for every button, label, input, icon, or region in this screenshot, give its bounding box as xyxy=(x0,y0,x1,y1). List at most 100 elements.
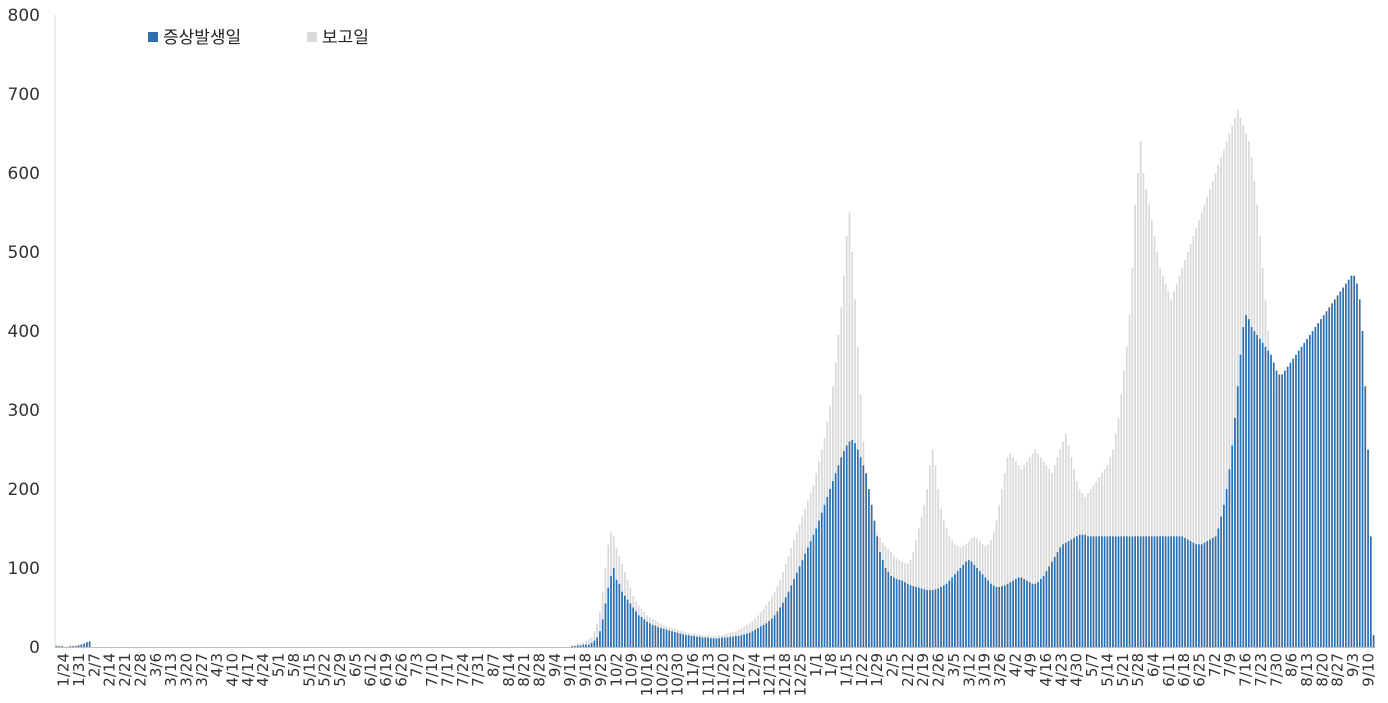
bar-symptom-onset xyxy=(671,631,673,647)
bar-symptom-onset xyxy=(870,504,873,647)
bar-symptom-onset xyxy=(1170,536,1173,647)
x-tick-label: 7/9 xyxy=(1221,653,1239,677)
x-tick-label: 11/20 xyxy=(715,653,733,696)
bar-symptom-onset xyxy=(854,443,856,647)
symptom-onset-series xyxy=(55,275,1375,647)
bar-symptom-onset xyxy=(1358,299,1361,647)
bar-symptom-onset xyxy=(1106,536,1109,647)
bar-symptom-onset xyxy=(890,575,892,647)
x-tick-label: 9/18 xyxy=(577,653,595,687)
bar-symptom-onset xyxy=(732,636,734,647)
x-tick-label: 2/28 xyxy=(131,653,149,687)
bar-symptom-onset xyxy=(1308,334,1311,647)
bar-report-date xyxy=(942,520,945,647)
x-tick-label: 5/8 xyxy=(285,653,303,677)
bar-symptom-onset xyxy=(876,536,879,647)
bar-symptom-onset xyxy=(1084,534,1087,647)
x-tick-label: 6/19 xyxy=(377,653,395,687)
bar-report-date xyxy=(1120,394,1123,647)
bar-symptom-onset xyxy=(976,568,978,647)
x-tick-label: 2/14 xyxy=(101,653,119,687)
bar-report-date xyxy=(1214,173,1217,647)
bar-report-date xyxy=(590,637,593,647)
bar-symptom-onset xyxy=(818,520,820,647)
bar-symptom-onset xyxy=(621,591,623,647)
bar-symptom-onset xyxy=(1322,315,1325,647)
bar-report-date xyxy=(1159,267,1161,647)
bar-symptom-onset xyxy=(651,624,654,647)
x-tick-label: 11/13 xyxy=(699,653,717,696)
bar-report-date xyxy=(1236,109,1239,648)
bar-symptom-onset xyxy=(931,590,934,647)
x-tick-label: 10/16 xyxy=(638,653,656,696)
bar-report-date xyxy=(1156,252,1159,647)
bar-symptom-onset xyxy=(1098,536,1100,647)
bar-report-date xyxy=(1020,469,1023,647)
y-tick-label: 200 xyxy=(8,480,40,500)
bar-report-date xyxy=(1220,157,1222,647)
x-tick-label: 9/25 xyxy=(592,653,610,687)
x-tick-label: 2/7 xyxy=(85,653,103,677)
bar-symptom-onset xyxy=(657,627,660,647)
x-tick-label: 3/19 xyxy=(976,653,994,687)
bar-symptom-onset xyxy=(1345,283,1347,647)
bar-symptom-onset xyxy=(679,633,682,647)
x-tick-label: 6/5 xyxy=(346,653,364,677)
bar-symptom-onset xyxy=(804,553,806,647)
legend-label-report-date: 보고일 xyxy=(322,28,369,48)
bar-report-date xyxy=(1234,117,1236,647)
bar-symptom-onset xyxy=(685,635,687,647)
x-tick-label: 3/20 xyxy=(177,653,195,687)
bar-symptom-onset xyxy=(83,643,85,647)
x-tick-label: 7/2 xyxy=(1206,653,1224,677)
x-tick-label: 2/19 xyxy=(914,653,932,687)
bar-report-date xyxy=(1167,291,1170,647)
bar-symptom-onset xyxy=(1209,539,1211,647)
bar-report-date xyxy=(934,465,937,647)
bar-symptom-onset xyxy=(612,568,615,647)
bar-symptom-onset xyxy=(984,577,987,647)
x-tick-label: 4/2 xyxy=(1006,653,1024,677)
x-tick-label: 10/9 xyxy=(623,653,641,687)
bar-report-date xyxy=(69,645,72,647)
bar-report-date xyxy=(1223,149,1225,648)
x-tick-label: 7/17 xyxy=(438,653,456,687)
bar-symptom-onset xyxy=(1306,338,1308,647)
bar-symptom-onset xyxy=(926,590,928,647)
bar-symptom-onset xyxy=(1372,635,1375,647)
bar-symptom-onset xyxy=(1042,575,1045,647)
bar-symptom-onset xyxy=(754,629,757,647)
bar-symptom-onset xyxy=(1331,303,1333,647)
y-tick-label: 0 xyxy=(29,638,40,658)
bar-symptom-onset xyxy=(1272,362,1275,647)
bar-symptom-onset xyxy=(912,586,915,647)
bar-symptom-onset xyxy=(1275,370,1278,647)
bar-symptom-onset xyxy=(1045,571,1048,647)
bar-symptom-onset xyxy=(1278,374,1281,647)
bar-report-date xyxy=(1137,173,1139,647)
bar-symptom-onset xyxy=(962,564,965,647)
bar-symptom-onset xyxy=(776,611,779,647)
bar-symptom-onset xyxy=(1367,449,1369,647)
bar-symptom-onset xyxy=(901,580,904,647)
bar-report-date xyxy=(1031,453,1034,647)
bar-symptom-onset xyxy=(1297,350,1300,647)
bar-report-date xyxy=(1128,315,1131,647)
bar-symptom-onset xyxy=(956,571,959,647)
x-tick-label: 10/30 xyxy=(669,653,687,696)
bar-symptom-onset xyxy=(1062,544,1064,647)
bar-symptom-onset xyxy=(1117,536,1120,647)
x-tick-label: 12/18 xyxy=(776,653,794,696)
bar-symptom-onset xyxy=(1200,544,1203,647)
bar-symptom-onset xyxy=(1342,287,1344,647)
x-tick-label: 7/24 xyxy=(454,653,472,687)
bar-report-date xyxy=(1209,188,1211,648)
x-tick-label: 9/3 xyxy=(1344,653,1362,677)
bar-symptom-onset xyxy=(1189,541,1192,647)
bar-symptom-onset xyxy=(1336,295,1339,647)
bar-symptom-onset xyxy=(834,473,837,647)
y-tick-label: 700 xyxy=(8,85,40,105)
bar-symptom-onset xyxy=(1192,542,1195,647)
x-tick-label: 1/22 xyxy=(853,653,871,687)
x-tick-label: 8/27 xyxy=(1329,653,1347,687)
